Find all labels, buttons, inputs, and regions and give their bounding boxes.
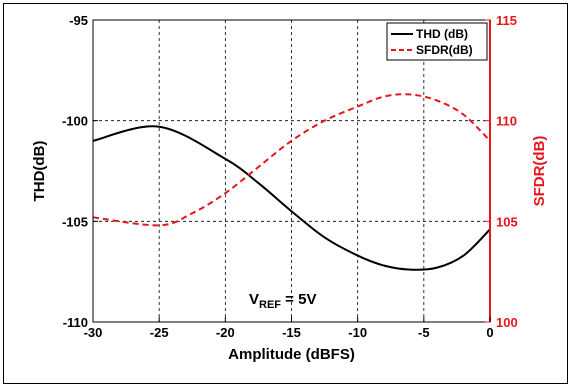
grid	[93, 20, 490, 322]
legend-label-thd: THD (dB)	[416, 27, 468, 41]
right-y-tick-label: 100	[496, 315, 518, 330]
right-y-tick-label: 115	[496, 13, 517, 28]
left-y-tick-label: -110	[63, 315, 88, 330]
x-axis-title: Amplitude (dBFS)	[228, 346, 355, 363]
ticks: -30 -25 -20 -15 -10 -5 0 -110 -105 -100 -95 100 105 1…	[62, 13, 518, 340]
vref-value: = 5V	[281, 291, 316, 308]
legend: THD (dB) SFDR(dB)	[386, 22, 488, 61]
legend-box	[386, 22, 488, 61]
x-tick-label: -15	[282, 325, 301, 340]
right-y-tick-label: 110	[496, 114, 517, 129]
right-y-axis-title: SFDR(dB)	[531, 136, 548, 207]
right-y-tick-label: 105	[496, 214, 518, 229]
vref-subscript: REF	[259, 299, 281, 311]
series-layer	[92, 93, 491, 271]
chart-frame: -30 -25 -20 -15 -10 -5 0 -110 -105 -100 -95 100 105 1…	[3, 3, 568, 384]
vref-main: V	[249, 291, 259, 308]
x-tick-label: -25	[150, 325, 169, 340]
series-thd-line	[92, 125, 491, 271]
x-tick-label: -10	[348, 325, 367, 340]
chart-canvas: -30 -25 -20 -15 -10 -5 0 -110 -105 -100 -95 100 105 1…	[31, 13, 548, 363]
left-y-tick-label: -105	[62, 214, 88, 229]
x-tick-label: 0	[486, 325, 493, 340]
legend-label-sfdr: SFDR(dB)	[416, 43, 473, 57]
left-y-tick-label: -100	[62, 114, 88, 129]
vref-annotation: VREF = 5V	[249, 291, 316, 311]
left-y-axis-title: THD(dB)	[31, 141, 48, 202]
left-y-tick-label: -95	[69, 13, 88, 28]
series-sfdr-line	[92, 93, 491, 227]
x-tick-label: -30	[84, 325, 103, 340]
x-tick-label: -5	[418, 325, 430, 340]
x-tick-label: -20	[216, 325, 235, 340]
